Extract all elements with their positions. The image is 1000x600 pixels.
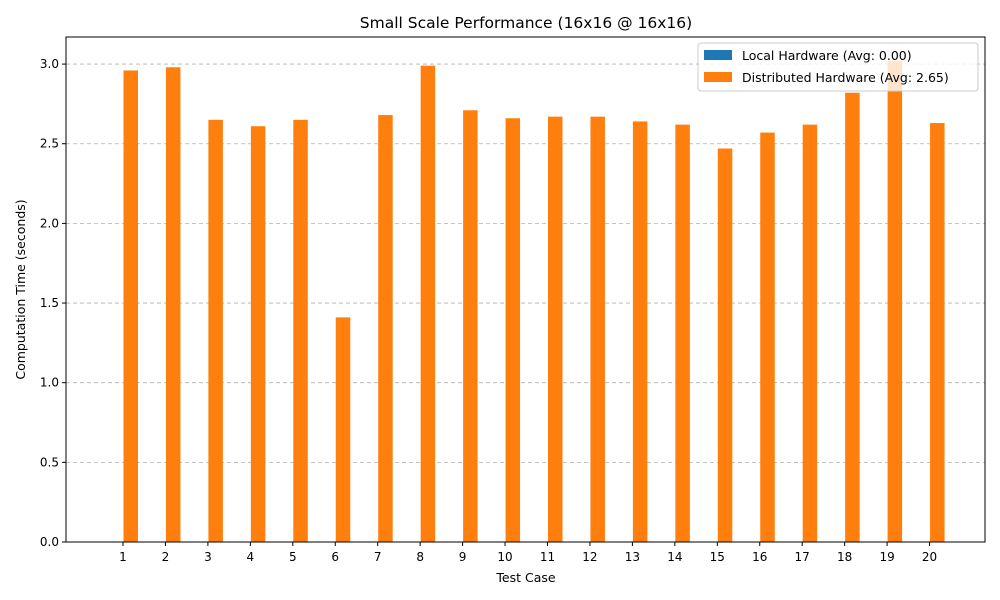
y-tick-label: 0.5 bbox=[40, 455, 59, 469]
x-tick-label: 19 bbox=[879, 550, 894, 564]
bar-distributed-hardware bbox=[930, 123, 945, 542]
bar-distributed-hardware bbox=[165, 67, 181, 543]
x-tick-label: 1 bbox=[119, 550, 127, 564]
x-tick-label: 14 bbox=[667, 550, 682, 564]
x-tick-label: 17 bbox=[795, 550, 810, 564]
bar-distributed-hardware bbox=[760, 132, 775, 542]
bars bbox=[123, 60, 945, 543]
bar-distributed-hardware bbox=[590, 116, 605, 542]
y-tick-label: 0.0 bbox=[40, 535, 59, 549]
legend-swatch-distributed bbox=[704, 72, 732, 82]
bar-distributed-hardware bbox=[123, 70, 138, 543]
x-tick-label: 13 bbox=[625, 550, 640, 564]
x-tick-label: 20 bbox=[922, 550, 937, 564]
legend-box bbox=[697, 42, 979, 92]
y-tick-label: 1.5 bbox=[40, 296, 59, 310]
x-tick-label: 15 bbox=[710, 550, 725, 564]
x-axis-label: Test Case bbox=[495, 570, 555, 585]
bar-distributed-hardware bbox=[802, 124, 818, 543]
bar-distributed-hardware bbox=[845, 92, 860, 543]
x-tick-label: 4 bbox=[247, 550, 255, 564]
legend-swatch-local bbox=[704, 50, 732, 60]
y-tick-label: 2.0 bbox=[40, 216, 59, 230]
bar-distributed-hardware bbox=[548, 116, 563, 542]
bar-distributed-hardware bbox=[505, 118, 521, 542]
y-tick-label: 3.0 bbox=[40, 57, 59, 71]
y-tick-label: 2.5 bbox=[40, 137, 59, 151]
bar-distributed-hardware bbox=[208, 119, 223, 543]
bar-distributed-hardware bbox=[420, 65, 436, 542]
x-axis: 1 2 3 4 5 6 7 8 9 10 11 12 13 14 15 16 17 18 19 20 bbox=[119, 542, 937, 564]
bar-distributed-hardware bbox=[463, 110, 478, 542]
bar-distributed-hardware bbox=[675, 124, 690, 543]
bar-distributed-hardware bbox=[293, 119, 308, 543]
bar-distributed-hardware bbox=[250, 126, 266, 542]
bar-distributed-hardware bbox=[717, 148, 733, 542]
chart-title: Small Scale Performance (16x16 @ 16x16) bbox=[360, 14, 692, 32]
x-tick-label: 16 bbox=[752, 550, 767, 564]
bar-distributed-hardware bbox=[378, 115, 393, 542]
x-tick-label: 10 bbox=[497, 550, 512, 564]
y-tick-label: 1.0 bbox=[40, 376, 59, 390]
x-tick-label: 7 bbox=[374, 550, 382, 564]
bar-distributed-hardware bbox=[335, 317, 351, 542]
legend: Local Hardware (Avg: 0.00) Distributed H… bbox=[697, 42, 979, 92]
x-tick-label: 11 bbox=[540, 550, 555, 564]
x-tick-label: 12 bbox=[582, 550, 597, 564]
x-tick-label: 3 bbox=[204, 550, 212, 564]
x-tick-label: 5 bbox=[289, 550, 297, 564]
legend-label-local: Local Hardware (Avg: 0.00) bbox=[742, 48, 912, 63]
x-tick-label: 8 bbox=[416, 550, 424, 564]
y-axis-label: Computation Time (seconds) bbox=[13, 199, 28, 379]
x-tick-label: 9 bbox=[459, 550, 467, 564]
y-axis: 0.0 0.5 1.0 1.5 2.0 2.5 3.0 bbox=[40, 57, 66, 549]
plot-frame bbox=[65, 36, 986, 543]
legend-label-distributed: Distributed Hardware (Avg: 2.65) bbox=[742, 70, 949, 85]
x-tick-label: 2 bbox=[162, 550, 170, 564]
x-tick-label: 6 bbox=[331, 550, 339, 564]
x-tick-label: 18 bbox=[837, 550, 852, 564]
bar-distributed-hardware bbox=[887, 60, 903, 542]
bar-distributed-hardware bbox=[632, 121, 648, 542]
